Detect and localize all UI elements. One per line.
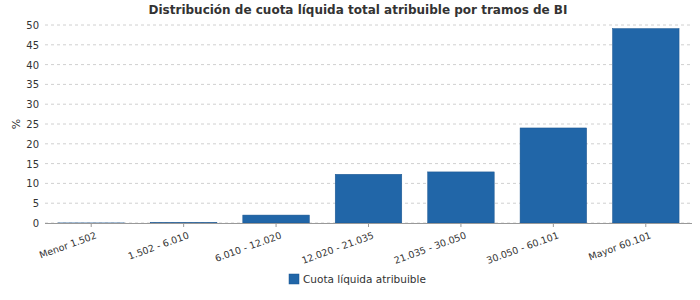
bar: [150, 222, 217, 223]
bar: [243, 215, 310, 223]
x-tick: [91, 223, 92, 227]
bar: [613, 29, 680, 223]
x-tick-label: 1.502 - 6.010: [127, 230, 191, 262]
grid-line: [45, 163, 692, 164]
y-tick-label: 35: [26, 79, 39, 90]
y-tick-label: 30: [26, 99, 39, 110]
x-tick: [645, 223, 646, 227]
y-tick-label: 0: [33, 218, 39, 229]
grid-line: [45, 44, 692, 45]
grid-line: [45, 84, 692, 85]
chart-svg: Distribución de cuota líquida total atri…: [0, 0, 700, 300]
x-tick: [368, 223, 369, 227]
chart-title: Distribución de cuota líquida total atri…: [149, 3, 568, 17]
grid-line: [45, 104, 692, 105]
bar: [428, 172, 495, 223]
x-tick: [183, 223, 184, 227]
y-axis-label: %: [10, 119, 23, 129]
y-tick-label: 5: [33, 198, 39, 209]
bar: [335, 174, 402, 223]
y-tick-label: 50: [26, 20, 39, 31]
y-tick-label: 15: [26, 159, 39, 170]
x-tick: [276, 223, 277, 227]
bar: [520, 128, 587, 223]
y-tick-label: 40: [26, 60, 39, 71]
legend-label: Cuota líquida atribuible: [303, 273, 426, 285]
y-tick-label: 10: [26, 178, 39, 189]
grid-line: [45, 124, 692, 125]
bars: [58, 29, 679, 223]
bar: [58, 222, 125, 223]
grid-line: [45, 25, 692, 26]
grid-line: [45, 143, 692, 144]
x-tick: [553, 223, 554, 227]
legend-swatch: [289, 274, 299, 284]
x-tick-label: Menor 1.502: [38, 230, 98, 261]
x-tick-label: 30.050 - 60.101: [485, 230, 560, 266]
grid-line: [45, 64, 692, 65]
y-tick-label: 45: [26, 40, 39, 51]
x-tick-label: 6.010 - 12.020: [213, 230, 282, 264]
x-tick-label: 12.020 - 21.035: [300, 230, 375, 266]
y-tick-label: 25: [26, 119, 39, 130]
chart-container: Distribución de cuota líquida total atri…: [0, 0, 700, 300]
x-tick-label: Mayor 60.101: [587, 230, 652, 263]
y-tick-label: 20: [26, 139, 39, 150]
x-tick-label: 21.035 - 30.050: [392, 230, 467, 266]
x-tick: [460, 223, 461, 227]
